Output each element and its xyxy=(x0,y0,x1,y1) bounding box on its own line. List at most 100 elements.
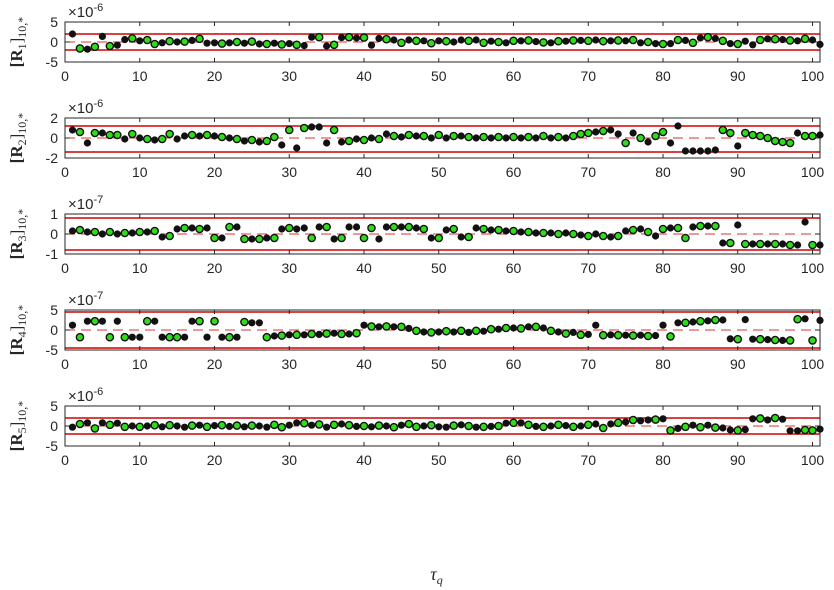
data-point xyxy=(554,229,563,239)
data-point xyxy=(262,136,272,146)
data-point xyxy=(419,224,429,234)
data-point xyxy=(247,135,257,145)
data-point xyxy=(696,34,704,42)
y-axis-label: [R2]10,* xyxy=(7,113,29,164)
x-tick-label: 100 xyxy=(801,356,825,372)
data-point xyxy=(225,39,234,47)
data-point xyxy=(696,422,705,432)
data-point xyxy=(315,330,323,338)
data-point xyxy=(562,134,570,142)
data-point xyxy=(480,327,488,335)
data-point xyxy=(808,426,817,435)
data-point xyxy=(90,316,100,326)
data-point xyxy=(673,223,683,233)
data-point xyxy=(127,34,137,43)
data-point xyxy=(284,223,294,233)
data-point xyxy=(105,227,115,237)
data-point xyxy=(113,317,121,325)
data-point xyxy=(643,37,653,47)
data-point xyxy=(375,323,383,331)
data-point xyxy=(800,425,810,435)
data-point xyxy=(464,421,473,431)
data-point xyxy=(785,36,795,45)
data-point xyxy=(674,319,682,327)
data-point xyxy=(217,132,227,142)
data-point xyxy=(607,233,615,241)
data-point xyxy=(390,323,398,331)
data-point xyxy=(203,333,211,341)
x-tick-label: 80 xyxy=(655,260,671,276)
data-point xyxy=(382,422,391,430)
data-point xyxy=(785,240,795,250)
data-point xyxy=(779,415,787,423)
data-point xyxy=(598,231,608,241)
data-point xyxy=(143,228,151,236)
data-point xyxy=(703,32,713,42)
data-point xyxy=(583,128,593,138)
x-tick-label: 70 xyxy=(580,68,596,84)
data-point xyxy=(479,224,488,234)
data-point xyxy=(442,226,450,234)
data-point xyxy=(562,229,570,237)
data-point xyxy=(524,132,533,142)
data-point xyxy=(397,38,406,48)
data-point xyxy=(741,426,749,434)
data-point xyxy=(494,132,503,142)
data-point xyxy=(449,421,459,430)
data-point xyxy=(427,134,435,142)
data-point xyxy=(509,324,518,332)
data-point xyxy=(539,131,548,141)
data-point xyxy=(569,36,578,45)
data-point xyxy=(359,135,369,145)
data-point xyxy=(90,42,100,52)
data-point xyxy=(770,335,780,345)
data-point xyxy=(674,424,682,432)
data-point xyxy=(323,423,331,431)
data-point xyxy=(322,329,331,338)
data-point xyxy=(285,421,293,429)
data-point xyxy=(764,416,772,424)
x-tick-label: 10 xyxy=(132,260,148,276)
x-tick-label: 10 xyxy=(132,68,148,84)
data-point xyxy=(225,222,234,232)
panel-4: 0 10 20 30 40 50 60 70 80 90 100-505×10-7[R4]10,* xyxy=(7,290,824,372)
data-point xyxy=(225,134,234,142)
x-tick-label: 90 xyxy=(730,164,746,180)
data-point xyxy=(405,324,413,332)
data-point xyxy=(255,40,263,48)
data-point xyxy=(375,34,383,43)
data-point xyxy=(247,421,257,430)
data-point xyxy=(532,422,540,430)
data-point xyxy=(659,415,667,423)
data-point xyxy=(397,322,406,332)
data-point xyxy=(426,420,436,430)
data-point xyxy=(389,422,399,432)
data-point xyxy=(793,241,802,249)
data-point xyxy=(173,225,181,233)
data-point xyxy=(344,32,354,42)
data-point xyxy=(128,422,136,430)
data-point xyxy=(382,322,391,331)
data-point xyxy=(464,232,473,242)
data-point xyxy=(151,317,159,325)
x-tick-label: 60 xyxy=(506,260,522,276)
data-point xyxy=(718,125,728,135)
data-point xyxy=(420,37,428,45)
axis-multiplier: ×10-6 xyxy=(68,386,103,405)
data-point xyxy=(404,222,414,232)
data-point xyxy=(689,223,697,231)
data-point xyxy=(83,419,92,427)
data-point xyxy=(121,135,129,143)
data-point xyxy=(128,333,136,341)
data-point xyxy=(75,419,85,429)
data-point xyxy=(277,331,287,340)
data-point xyxy=(636,417,645,425)
data-point xyxy=(113,419,121,427)
axis-multiplier: ×10-6 xyxy=(68,2,103,21)
data-point xyxy=(449,131,459,141)
data-point xyxy=(539,38,548,47)
data-point xyxy=(456,326,466,336)
data-point xyxy=(352,135,361,143)
data-point xyxy=(583,420,593,430)
